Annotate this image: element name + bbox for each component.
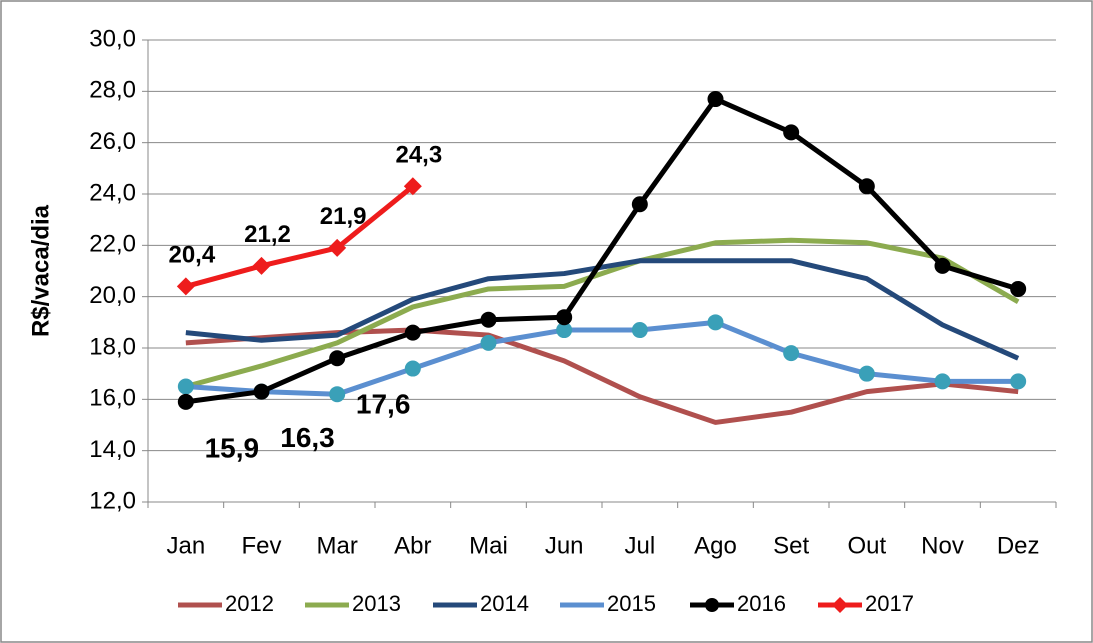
data-label: 21,9 [320, 203, 367, 230]
legend-label: 2014 [480, 591, 529, 616]
marker [480, 311, 497, 328]
legend-label: 2016 [737, 591, 786, 616]
y-tick-label: 22,0 [89, 231, 136, 258]
x-tick-label: Nov [921, 532, 964, 559]
y-tick-label: 20,0 [89, 282, 136, 309]
series-line [185, 184, 415, 289]
legend-label: 2015 [607, 591, 656, 616]
y-tick-label: 24,0 [89, 179, 136, 206]
y-axis-label: R$/vaca/dia [27, 204, 54, 337]
data-label: 20,4 [168, 242, 215, 269]
x-tick-label: Dez [997, 532, 1040, 559]
marker [556, 322, 573, 339]
y-tick-label: 16,0 [89, 385, 136, 412]
marker [1010, 373, 1027, 390]
x-tick-label: Mai [469, 532, 508, 559]
data-label: 16,3 [280, 422, 335, 453]
marker [934, 257, 951, 274]
marker [177, 378, 194, 395]
marker [404, 360, 421, 377]
data-label: 17,6 [356, 389, 411, 420]
marker [329, 386, 346, 403]
y-tick-label: 28,0 [89, 77, 136, 104]
marker [480, 334, 497, 351]
series-line [185, 258, 1020, 361]
marker [858, 178, 875, 195]
marker [1010, 280, 1027, 297]
y-tick-label: 30,0 [89, 25, 136, 52]
series-line [185, 96, 1019, 405]
series-line [185, 237, 1020, 389]
marker [631, 196, 648, 213]
marker [707, 91, 724, 108]
legend-label: 2017 [865, 591, 914, 616]
x-tick-label: Jan [166, 532, 205, 559]
marker [934, 373, 951, 390]
x-tick-label: Jul [624, 532, 655, 559]
legend-label: 2013 [352, 591, 401, 616]
marker [783, 345, 800, 362]
marker [253, 383, 270, 400]
data-label: 24,3 [395, 142, 442, 169]
marker [329, 350, 346, 367]
marker [177, 393, 194, 410]
y-tick-label: 14,0 [89, 436, 136, 463]
x-tick-label: Abr [394, 532, 431, 559]
marker [176, 277, 195, 296]
marker [631, 322, 648, 339]
marker [328, 238, 347, 257]
y-tick-label: 18,0 [89, 333, 136, 360]
marker [252, 256, 271, 275]
y-tick-label: 26,0 [89, 128, 136, 155]
marker [404, 324, 421, 341]
x-tick-label: Out [847, 532, 886, 559]
x-tick-label: Fev [241, 532, 281, 559]
legend-label: 2012 [225, 591, 274, 616]
marker [403, 177, 422, 196]
series-line [185, 319, 1019, 397]
series-line [185, 327, 1019, 425]
x-tick-label: Set [773, 532, 809, 559]
x-tick-label: Jun [545, 532, 584, 559]
x-tick-label: Ago [694, 532, 737, 559]
y-tick-label: 12,0 [89, 487, 136, 514]
data-label: 15,9 [205, 432, 260, 463]
legend-marker [832, 597, 848, 613]
marker [707, 314, 724, 331]
x-tick-label: Mar [316, 532, 357, 559]
legend-marker [705, 598, 719, 612]
data-label: 21,2 [244, 221, 291, 248]
marker [783, 124, 800, 141]
marker [556, 309, 573, 326]
marker [858, 365, 875, 382]
